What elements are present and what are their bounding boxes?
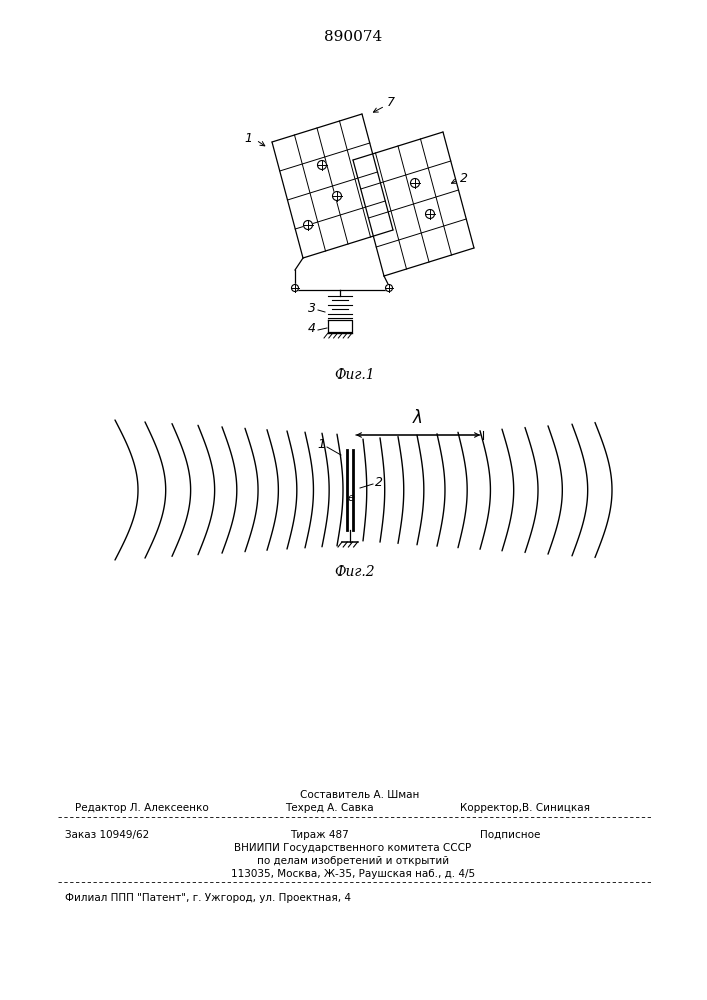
Text: 890074: 890074 <box>324 30 382 44</box>
Text: Техред А. Савка: Техред А. Савка <box>285 803 373 813</box>
Circle shape <box>317 160 327 169</box>
Circle shape <box>303 221 312 230</box>
Text: по делам изобретений и открытий: по делам изобретений и открытий <box>257 856 449 866</box>
Text: Фиг.1: Фиг.1 <box>334 368 375 382</box>
Circle shape <box>426 210 435 219</box>
Text: Составитель А. Шман: Составитель А. Шман <box>300 790 420 800</box>
Text: 3: 3 <box>308 302 316 314</box>
Text: Фиг.2: Фиг.2 <box>334 565 375 579</box>
Text: 2: 2 <box>460 172 468 184</box>
Text: 113035, Москва, Ж-35, Раушская наб., д. 4/5: 113035, Москва, Ж-35, Раушская наб., д. … <box>231 869 475 879</box>
Text: e: e <box>348 493 354 503</box>
Text: 1: 1 <box>317 438 325 452</box>
Text: 7: 7 <box>387 97 395 109</box>
Text: 4: 4 <box>308 322 316 334</box>
Text: λ: λ <box>413 409 423 427</box>
Text: Корректор,B. Синицкая: Корректор,B. Синицкая <box>460 803 590 813</box>
Text: 2: 2 <box>375 476 383 488</box>
Text: Подписное: Подписное <box>480 830 540 840</box>
Text: Заказ 10949/62: Заказ 10949/62 <box>65 830 149 840</box>
Circle shape <box>291 284 298 292</box>
Text: Филиал ППП "Патент", г. Ужгород, ул. Проектная, 4: Филиал ППП "Патент", г. Ужгород, ул. Про… <box>65 893 351 903</box>
Text: 1: 1 <box>244 131 252 144</box>
Text: ВНИИПИ Государственного комитета СССР: ВНИИПИ Государственного комитета СССР <box>235 843 472 853</box>
Circle shape <box>332 192 341 200</box>
Text: Тираж 487: Тираж 487 <box>290 830 349 840</box>
Circle shape <box>411 178 419 188</box>
Text: Редактор Л. Алексеенко: Редактор Л. Алексеенко <box>75 803 209 813</box>
Circle shape <box>385 284 392 292</box>
